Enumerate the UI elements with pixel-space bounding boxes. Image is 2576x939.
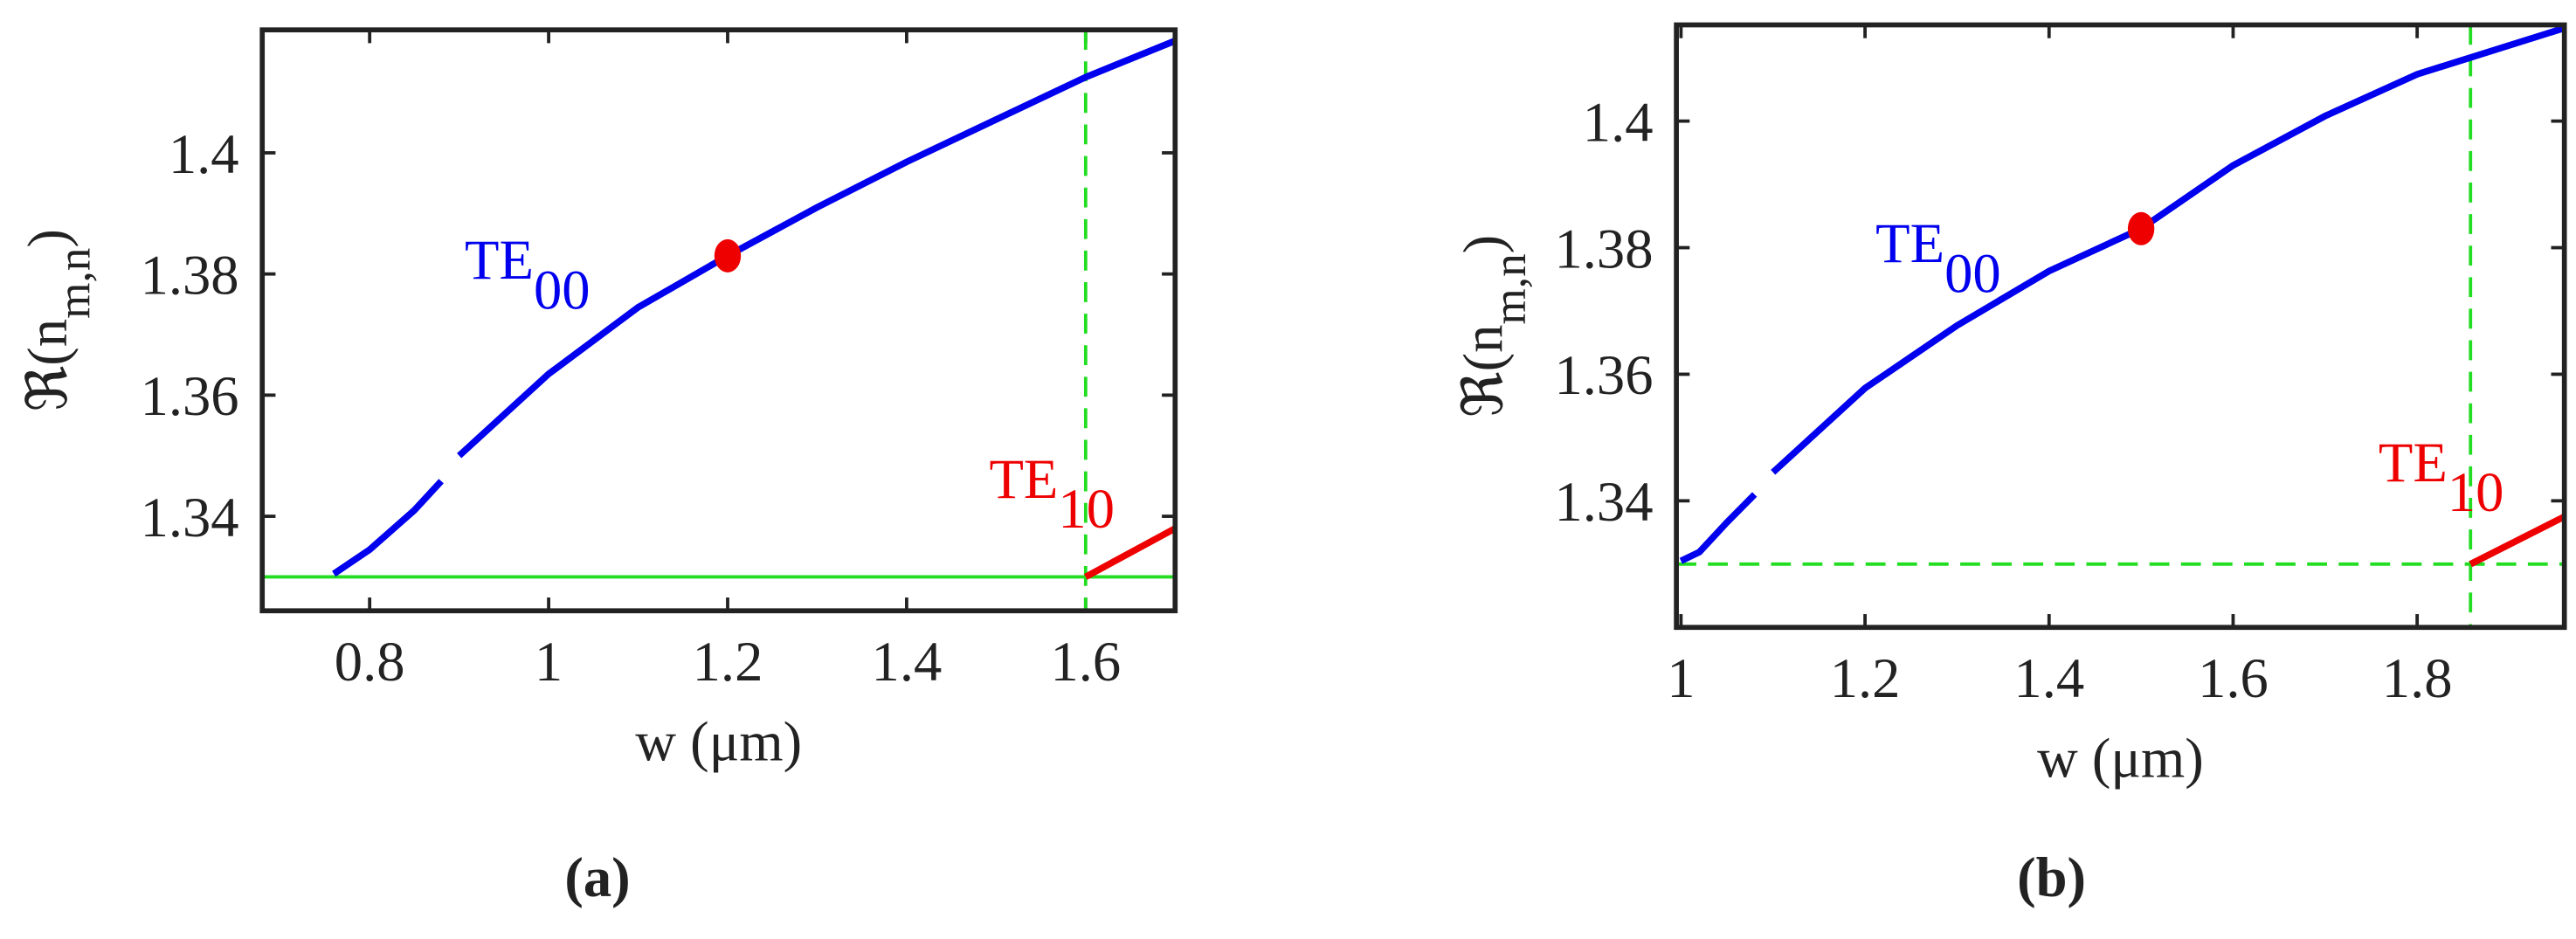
annotation-text: TE (2379, 431, 2448, 494)
y-label-text: ℜ(n (1452, 325, 1515, 418)
y-axis-label: ℜ(nm,n) (16, 229, 100, 411)
x-tick-label: 0.8 (335, 630, 405, 693)
y-axis-label: ℜ(nm,n) (1452, 235, 1537, 418)
x-tick-label: 1.2 (1830, 646, 1901, 709)
y-label-sub: m,n (49, 248, 100, 319)
y-tick-label: 1.4 (169, 122, 239, 185)
x-tick-label: 1.4 (2013, 646, 2084, 709)
x-tick-label: 1 (535, 630, 563, 693)
annotation-sub: 00 (1944, 241, 2001, 304)
x-tick-label: 1.6 (1050, 630, 1121, 693)
annotation-text: TE (465, 228, 534, 291)
x-tick-label: 1.4 (872, 630, 943, 693)
panel-label: (b) (2017, 846, 2086, 908)
annotation: TE00 (1875, 211, 2001, 304)
y-label-close: ) (16, 229, 79, 248)
annotation-sub: 10 (2448, 460, 2504, 523)
plot-area (1676, 24, 2565, 628)
x-axis-label: w (μm) (635, 709, 802, 772)
x-axis-label: w (μm) (2037, 726, 2204, 789)
y-label-sub: m,n (1484, 253, 1536, 324)
y-tick-label: 1.36 (1554, 343, 1653, 406)
annotation-sub: 10 (1058, 477, 1115, 540)
axes-box (1674, 22, 2567, 631)
annotation-text: TE (1875, 211, 1944, 274)
x-tick-label: 1.6 (2198, 646, 2269, 709)
x-tick-label: 1.8 (2382, 646, 2453, 709)
y-label-text: ℜ(n (16, 319, 79, 411)
data-line (332, 38, 1176, 577)
annotation-sub: 00 (534, 258, 590, 321)
y-tick-label: 1.38 (141, 243, 239, 306)
data-line (1084, 525, 1176, 580)
annotation: TE10 (989, 447, 1115, 540)
y-tick-label: 1.36 (141, 364, 239, 427)
data-line (2469, 514, 2565, 568)
annotation: TE10 (2379, 431, 2504, 523)
y-tick-label: 1.34 (141, 486, 239, 549)
y-tick-label: 1.34 (1554, 470, 1653, 533)
annotation-text: TE (989, 447, 1058, 510)
y-tick-label: 1.4 (1583, 90, 1654, 153)
y-label-close: ) (1452, 235, 1515, 254)
data-point (2127, 211, 2155, 245)
data-point (714, 238, 742, 273)
panel-label: (a) (564, 846, 630, 908)
x-tick-label: 1.2 (693, 630, 763, 693)
axes-box (259, 27, 1178, 614)
x-tick-label: 1 (1667, 646, 1695, 709)
plot-area (262, 30, 1176, 611)
annotation: TE00 (465, 228, 590, 321)
y-tick-label: 1.38 (1554, 217, 1653, 280)
